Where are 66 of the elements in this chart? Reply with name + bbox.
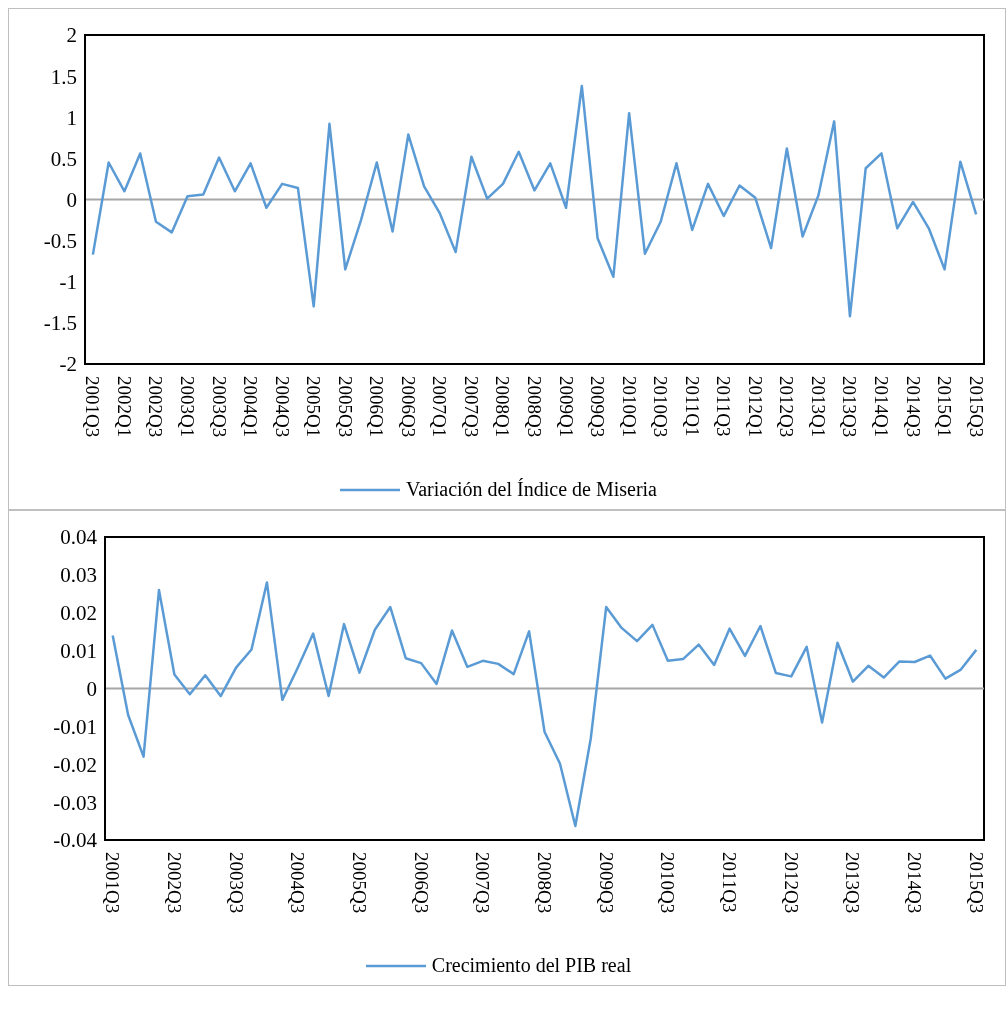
x-tick-label: 2011Q1 [681,376,703,437]
x-tick-label: 2008Q3 [524,376,545,438]
x-tick-label: 2003Q3 [208,376,230,438]
y-tick-label: 1 [66,105,77,130]
x-tick-label: 2015Q3 [965,852,987,914]
x-tick-label: 2004Q1 [240,376,262,438]
x-tick-label: 2010Q3 [650,376,672,438]
x-tick-label: 2015Q1 [934,376,956,438]
legend-label: Variación del Índice de Miseria [405,478,657,501]
x-tick-label: 2014Q3 [902,376,924,438]
x-tick-label: 2009Q1 [555,376,577,438]
x-tick-label: 2008Q3 [534,852,555,914]
y-tick-label: 0.04 [60,525,98,550]
x-tick-label: 2005Q3 [348,852,370,914]
x-tick-label: 2012Q1 [744,376,766,438]
x-tick-label: 2010Q3 [657,852,679,914]
x-tick-label: 2011Q3 [713,376,735,437]
y-tick-label: -0.02 [53,752,97,777]
y-tick-label: 0.5 [50,146,77,171]
y-tick-label: -0.04 [53,828,98,853]
y-tick-label: 0 [86,676,97,701]
x-tick-label: 2004Q3 [271,376,293,438]
x-tick-label: 2013Q3 [842,852,864,914]
x-tick-label: 2004Q3 [287,852,309,914]
x-tick-label: 2014Q1 [870,376,892,438]
x-tick-label: 2001Q3 [102,852,124,914]
line-series [91,84,978,318]
x-tick-label: 2003Q1 [177,376,199,438]
x-tick-label: 2013Q1 [807,376,829,438]
y-tick-label: -2 [59,352,77,377]
x-tick-label: 2009Q3 [595,852,617,914]
x-tick-label: 2002Q1 [113,376,135,438]
y-tick-label: 2 [66,23,77,48]
x-tick-label: 2002Q3 [163,852,185,914]
x-tick-label: 2007Q3 [460,376,482,438]
x-tick-label: 2008Q1 [492,376,514,438]
x-tick-label: 2009Q3 [587,376,609,438]
y-tick-label: 1.5 [50,64,77,89]
x-tick-label: 2012Q3 [780,852,802,914]
y-tick-label: 0 [66,187,77,212]
x-tick-label: 2005Q3 [334,376,356,438]
y-tick-label: -1.5 [43,311,77,336]
y-tick-label: -0.5 [43,229,77,254]
legend-label: Crecimiento del PIB real [431,954,632,977]
line-series [111,581,978,828]
x-tick-label: 2006Q1 [366,376,388,438]
x-tick-label: 2013Q3 [839,376,861,438]
x-tick-label: 2001Q3 [82,376,104,438]
x-tick-label: 2012Q3 [776,376,798,438]
x-tick-label: 2005Q1 [303,376,325,438]
x-tick-label: 2015Q3 [965,376,987,438]
y-tick-label: -0.01 [53,714,97,739]
y-tick-label: 0.02 [60,601,97,626]
x-tick-label: 2010Q1 [618,376,640,438]
x-tick-label: 2006Q3 [397,376,419,438]
x-tick-label: 2011Q3 [719,852,741,913]
x-tick-label: 2002Q3 [145,376,167,438]
x-tick-label: 2006Q3 [410,852,432,914]
x-tick-label: 2014Q3 [904,852,926,914]
x-tick-label: 2003Q3 [225,852,247,914]
y-tick-label: 0.01 [60,639,97,664]
x-tick-label: 2007Q1 [429,376,451,438]
x-tick-label: 2007Q3 [472,852,494,914]
y-tick-label: -0.03 [53,790,97,815]
y-tick-label: 0.03 [60,563,97,588]
y-tick-label: -1 [59,270,77,295]
